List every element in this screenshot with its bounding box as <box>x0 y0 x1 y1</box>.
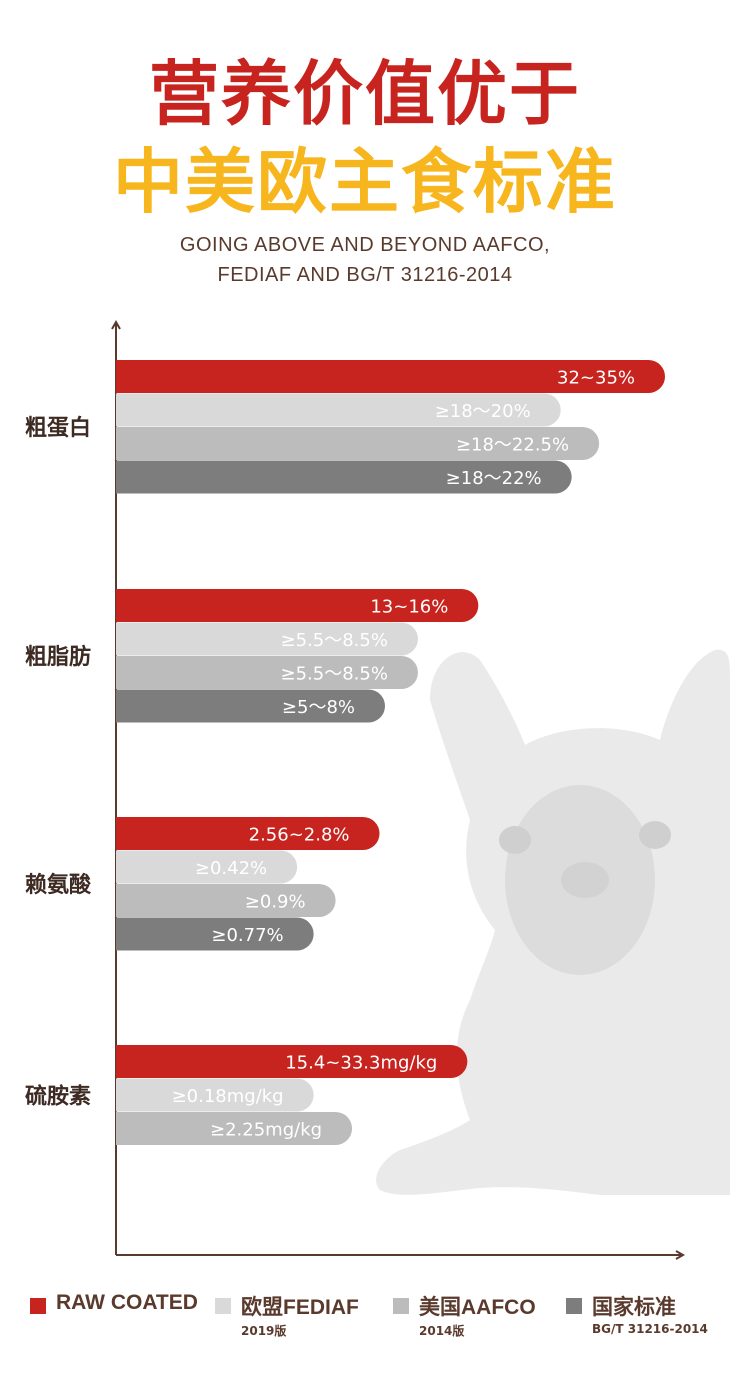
subtitle-line-2: FEDIAF AND BG/T 31216-2014 <box>217 264 513 286</box>
bar-value-label: ≥18～20% <box>435 401 531 422</box>
title-line-2: 中美欧主食标准 <box>113 141 617 223</box>
bar-value-label: 15.4~33.3mg/kg <box>285 1053 437 1074</box>
bar <box>116 622 418 656</box>
legend-swatch <box>393 1298 409 1314</box>
subtitle-line-1: GOING ABOVE AND BEYOND AAFCO, <box>179 234 551 256</box>
nutrition-bar-chart: 32~35% ≥18～20% ≥18～22.5% ≥18～22% 13~16% ≥5.5～… <box>25 319 730 1260</box>
bar <box>116 656 418 689</box>
bar <box>116 850 298 884</box>
category-label: 硫胺素 <box>25 1083 91 1109</box>
category-label: 粗蛋白 <box>25 415 91 441</box>
bar-value-label: 2.56~2.8% <box>249 825 350 846</box>
legend-swatch <box>30 1298 46 1314</box>
bar-value-label: ≥5～8% <box>282 697 355 718</box>
bar <box>116 1045 468 1078</box>
bar-value-label: ≥0.77% <box>211 925 283 946</box>
bar-value-label: ≥18～22% <box>446 468 542 489</box>
legend-note: BG/T 31216-2014 <box>592 1322 708 1336</box>
legend-swatch <box>215 1298 231 1314</box>
bar-value-label: ≥0.42% <box>195 858 267 879</box>
category-label: 赖氨酸 <box>25 872 92 898</box>
bar <box>116 360 665 393</box>
bar-value-label: 32~35% <box>557 368 635 389</box>
bar <box>116 393 561 427</box>
bar <box>116 1078 314 1112</box>
chart-bars: 32~35% ≥18～20% ≥18～22.5% ≥18～22% 13~16% ≥5.5～… <box>116 360 665 1145</box>
bar-value-label: ≥5.5～8.5% <box>281 630 388 651</box>
legend-label: 美国AAFCO <box>419 1296 536 1319</box>
legend-note: 2014版 <box>419 1324 465 1338</box>
bar-value-label: ≥2.25mg/kg <box>210 1120 322 1141</box>
bar <box>116 917 314 951</box>
bar <box>116 817 380 850</box>
legend-label: 欧盟FEDIAF <box>241 1296 359 1319</box>
legend-label: 国家标准 <box>592 1296 676 1319</box>
bar <box>116 689 386 723</box>
bar <box>116 589 479 622</box>
bar <box>116 884 336 917</box>
bar-value-label: 13~16% <box>370 597 448 618</box>
bar <box>116 1112 353 1145</box>
legend-swatch <box>566 1298 582 1314</box>
category-label: 粗脂肪 <box>25 644 91 670</box>
legend-note: 2019版 <box>241 1324 287 1338</box>
title-line-1: 营养价值优于 <box>149 53 581 135</box>
bar <box>116 460 572 494</box>
bar-value-label: ≥0.9% <box>245 892 306 913</box>
bar-value-label: ≥18～22.5% <box>456 435 569 456</box>
chart-legend: RAW COATED 欧盟FEDIAF 2019版 美国AAFCO 2014版 … <box>0 1290 730 1350</box>
bar-value-label: ≥0.18mg/kg <box>172 1086 284 1107</box>
bar <box>116 427 600 460</box>
bar-value-label: ≥5.5～8.5% <box>281 664 388 685</box>
y-axis-arrow <box>111 319 121 330</box>
french-bulldog-image <box>376 649 730 1195</box>
x-axis-arrow <box>675 1250 686 1260</box>
legend-label: RAW COATED <box>56 1291 198 1314</box>
